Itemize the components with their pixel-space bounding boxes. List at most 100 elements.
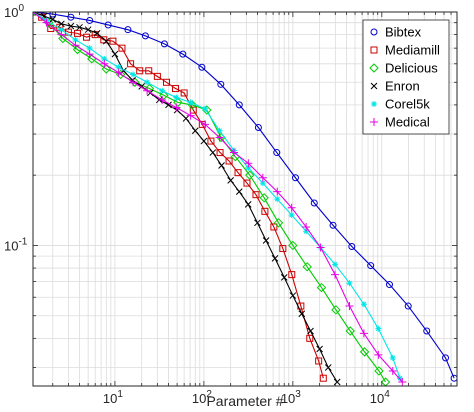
- data-point: [288, 271, 296, 279]
- data-point: [280, 274, 288, 281]
- data-point: [130, 71, 137, 78]
- data-point: [217, 80, 225, 88]
- data-point: [367, 262, 375, 270]
- data-point: [111, 50, 119, 58]
- legend-label: Bibtex: [385, 25, 422, 40]
- data-point: [307, 327, 314, 335]
- legend-label: Delicious: [385, 61, 438, 76]
- data-point: [173, 94, 180, 101]
- series-group: [33, 12, 457, 386]
- data-point: [259, 193, 269, 203]
- data-point: [115, 64, 122, 71]
- data-point: [104, 21, 112, 29]
- data-point: [115, 69, 126, 80]
- data-point: [202, 105, 209, 112]
- data-point: [58, 26, 65, 33]
- data-point: [316, 243, 325, 252]
- data-point: [289, 292, 297, 299]
- data-point: [331, 305, 341, 315]
- data-point: [315, 357, 323, 365]
- data-point: [359, 347, 370, 357]
- data-point: [129, 78, 138, 87]
- legend-label: Medical: [385, 115, 430, 130]
- data-point: [189, 106, 197, 114]
- legend-label: Corel5k: [385, 97, 430, 112]
- legend-entry-delicious: Delicious: [369, 61, 438, 76]
- data-point: [288, 240, 298, 251]
- data-point: [173, 106, 181, 114]
- plot-area: [33, 12, 457, 386]
- data-point: [287, 203, 296, 212]
- data-point: [396, 375, 403, 382]
- data-point: [244, 159, 253, 168]
- data-point: [101, 55, 108, 62]
- data-point: [93, 30, 101, 37]
- data-point: [67, 22, 75, 30]
- data-point: [127, 60, 135, 68]
- data-point: [270, 223, 278, 231]
- data-point: [86, 45, 93, 52]
- data-point: [371, 101, 377, 107]
- x-tick-label: 101: [103, 389, 123, 406]
- y-tick-label: 100: [4, 3, 24, 20]
- data-point: [306, 334, 314, 342]
- data-point: [388, 366, 397, 375]
- data-point: [180, 89, 188, 97]
- data-point: [329, 221, 337, 229]
- series-medical: [33, 12, 407, 386]
- data-point: [72, 36, 79, 43]
- data-point: [303, 228, 310, 235]
- legend-label: Enron: [385, 79, 420, 94]
- data-point: [234, 169, 242, 177]
- data-point: [100, 59, 109, 68]
- data-point: [227, 177, 235, 184]
- data-point: [302, 222, 311, 231]
- data-point: [109, 37, 117, 45]
- data-point: [332, 261, 339, 268]
- data-point: [273, 218, 284, 228]
- data-point: [244, 200, 252, 208]
- data-point: [374, 350, 383, 359]
- axis-ticks: 101 102 103 104 100 10-1: [4, 3, 458, 406]
- data-point: [345, 302, 354, 311]
- x-axis-label: Parameter #: [206, 393, 283, 409]
- x-tick-label: 102: [192, 389, 212, 406]
- data-point: [273, 149, 281, 157]
- data-point: [74, 29, 82, 37]
- data-point: [216, 127, 223, 134]
- data-point: [201, 120, 210, 129]
- data-point: [442, 354, 450, 362]
- data-point: [159, 90, 169, 100]
- data-point: [345, 326, 355, 336]
- data-point: [218, 162, 225, 169]
- series-corel5k: [33, 12, 403, 382]
- data-point: [252, 191, 260, 199]
- data-point: [319, 374, 327, 382]
- data-point: [316, 345, 323, 353]
- data-point: [369, 63, 379, 73]
- data-point: [404, 302, 412, 310]
- data-point: [100, 36, 108, 44]
- data-point: [86, 16, 94, 24]
- data-point: [258, 173, 267, 182]
- data-point: [370, 46, 378, 54]
- data-point: [163, 78, 171, 86]
- series-enron: [33, 12, 341, 386]
- legend-label: Mediamill: [385, 43, 440, 58]
- data-point: [229, 148, 238, 157]
- data-point: [245, 170, 255, 180]
- data-point: [136, 67, 144, 75]
- legend-entry-corel5k: Corel5k: [371, 97, 430, 112]
- series-line: [33, 12, 324, 379]
- x-tick-label: 104: [370, 389, 390, 406]
- data-point: [302, 262, 312, 272]
- data-point: [385, 281, 393, 289]
- data-point: [450, 374, 457, 382]
- data-point: [273, 187, 282, 196]
- data-point: [243, 179, 251, 187]
- data-point: [207, 137, 215, 145]
- data-point: [279, 245, 287, 253]
- data-point: [271, 255, 279, 262]
- data-point: [191, 127, 199, 135]
- legend: Bibtex Mediamill Delicious Enron Corel5k Medi…: [362, 19, 450, 135]
